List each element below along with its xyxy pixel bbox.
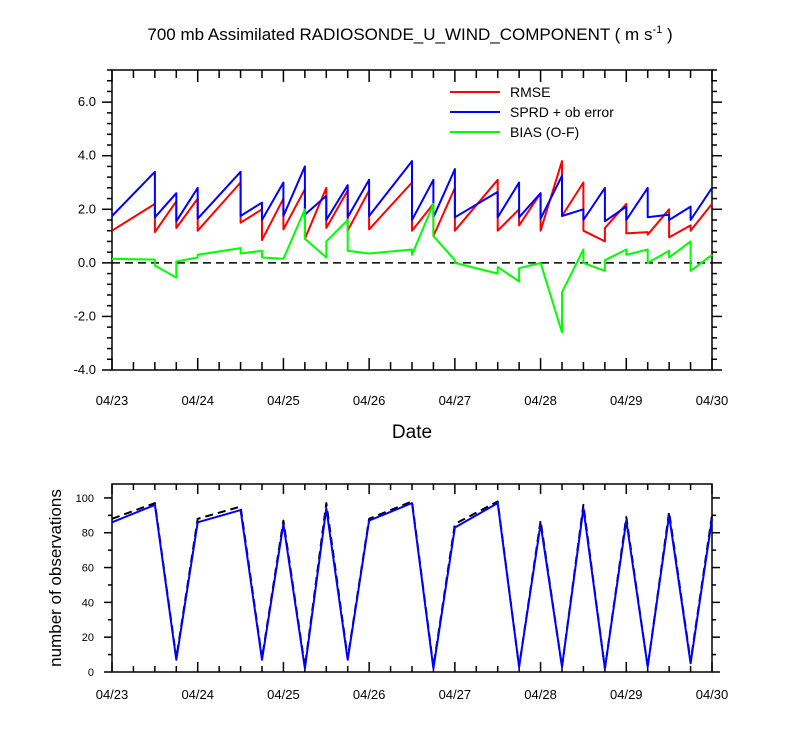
x-tick-label: 04/23 [96,393,129,408]
legend: RMSE SPRD + ob error BIAS (O-F) [450,84,614,140]
x-tick-label: 04/27 [439,687,472,702]
plot-frame [111,483,713,673]
x-tick-label: 04/27 [439,393,472,408]
y-tick-label: 0 [88,667,94,679]
x-tick-label: 04/30 [696,687,729,702]
x-tick-label: 04/28 [524,393,557,408]
x-axis-label: Date [392,422,432,443]
bottom-panel: 04/23 04/24 04/25 04/26 04/27 04/28 04/29 04/30… [46,483,729,702]
x-tick-label: 04/28 [524,687,557,702]
y-tick-label: 4.0 [78,148,96,163]
x-tick-label: 04/24 [181,393,214,408]
x-tick-label: 04/26 [353,687,386,702]
x-tick-label: 04/29 [610,393,643,408]
y-tick-label: 100 [76,493,94,505]
chart-title-main: 700 mb Assimilated RADIOSONDE_U_WIND_COM… [147,25,652,44]
x-tick-label: 04/25 [267,393,300,408]
series-line-assimilated-observations [111,502,713,670]
top-panel: 04/23 04/24 04/25 04/26 04/27 04/28 04/29 04/30… [74,69,729,408]
y-tick-label: 6.0 [78,94,96,109]
series-line-sprd-ob-error [111,160,713,223]
x-tick-label: 04/25 [267,687,300,702]
y-tick-label: 20 [82,632,94,644]
legend-entry: BIAS (O-F) [510,124,579,140]
x-tick-label: 04/30 [696,393,729,408]
x-tick-label: 04/29 [610,687,643,702]
legend-entry: SPRD + ob error [510,104,614,120]
y-tick-label: 0.0 [78,255,96,270]
series-line-possible-observations [111,500,713,670]
legend-entry: RMSE [510,84,550,100]
x-tick-label: 04/26 [353,393,386,408]
y-tick-label: 60 [82,563,94,575]
y-tick-label: 80 [82,528,94,540]
y-axis-label: number of observations [46,489,65,667]
chart-title-superscript: -1 [652,24,662,36]
x-tick-label: 04/23 [96,687,129,702]
y-tick-label: -4.0 [74,362,96,377]
chart-title-close: ) [662,25,672,44]
y-tick-label: -2.0 [74,308,96,323]
y-tick-label: 40 [82,597,94,609]
x-tick-label: 04/24 [181,687,214,702]
chart-title: 700 mb Assimilated RADIOSONDE_U_WIND_COM… [147,24,672,44]
series-line-bias-o-f [111,202,713,334]
y-tick-label: 2.0 [78,201,96,216]
